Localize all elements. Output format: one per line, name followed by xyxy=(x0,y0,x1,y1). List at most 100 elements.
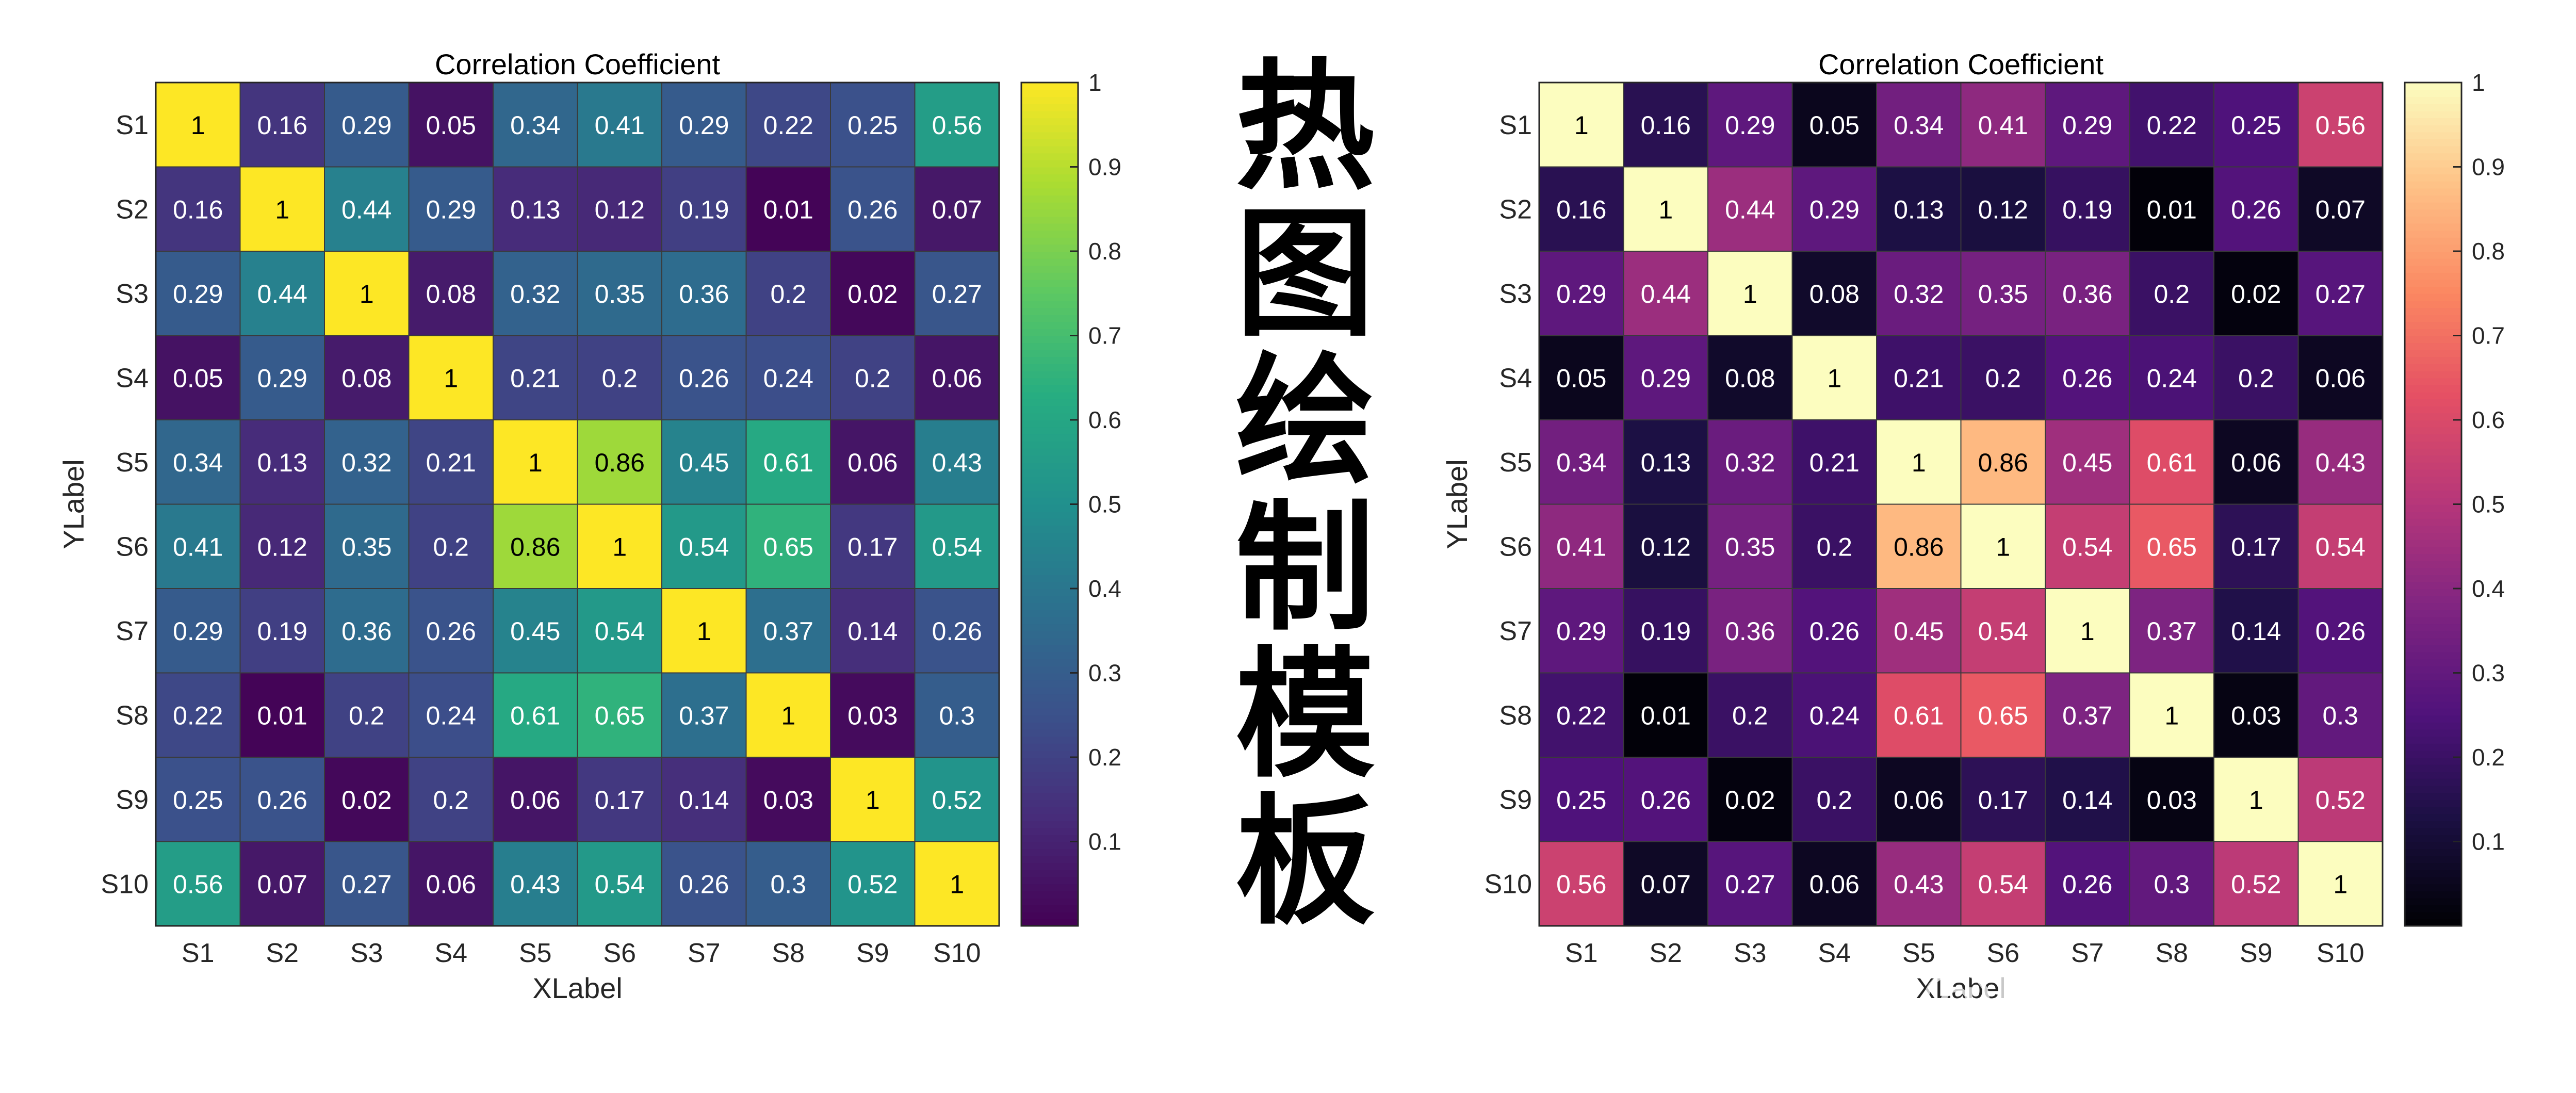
colorbar-segment xyxy=(1021,405,1078,414)
heatmap-cell-S8-S8 xyxy=(745,672,831,758)
colorbar-segment xyxy=(1021,420,1078,428)
cell-value-label: 0.21 xyxy=(1894,364,1944,393)
colorbar-segment xyxy=(1021,364,1078,371)
colorbar-segment xyxy=(2405,159,2461,168)
x-tick-label: S4 xyxy=(1818,938,1851,968)
cell-value-label: 0.26 xyxy=(679,364,729,393)
heatmap-cell-S8-S10 xyxy=(914,672,1000,758)
heatmap-cell-S7-S4 xyxy=(408,588,494,674)
colorbar-segment xyxy=(1021,139,1078,146)
colorbar-segment xyxy=(1021,455,1078,463)
colorbar-segment xyxy=(2405,384,2461,393)
heatmap-cell-S9-S9 xyxy=(830,757,916,842)
heatmap-cell-S6-S3 xyxy=(1707,503,1793,589)
heatmap-cell-S1-S3 xyxy=(1707,82,1793,168)
colorbar-segment xyxy=(2405,518,2461,526)
y-tick-label: S2 xyxy=(116,194,149,224)
decorative-title-character: 图 xyxy=(1235,191,1375,355)
colorbar-segment xyxy=(1021,356,1078,364)
colorbar-segment xyxy=(1021,764,1078,772)
heatmap-cell-S3-S2 xyxy=(239,251,325,336)
colorbar-segment xyxy=(1021,96,1078,104)
heatmap-cell-S7-S8 xyxy=(745,588,831,674)
colorbar-segment xyxy=(2405,574,2461,582)
colorbar-segment xyxy=(1021,630,1078,639)
heatmap-cell-S7-S9 xyxy=(2213,588,2299,674)
heatmap-cell-S4-S9 xyxy=(830,335,916,420)
colorbar-segment xyxy=(2405,820,2461,828)
y-tick-labels: S1 S2 S3 S4 S5 S6 S7 S8 S9 S10 xyxy=(1484,110,1532,900)
colorbar-segment xyxy=(1021,546,1078,554)
heatmap-cell-S8-S9 xyxy=(830,672,916,758)
colorbar-segment xyxy=(2405,680,2461,688)
cell-value-label: 0.29 xyxy=(426,195,476,224)
cell-value-label: 0.2 xyxy=(1816,786,1852,814)
colorbar-segment xyxy=(2405,356,2461,364)
colorbar-segment xyxy=(2405,188,2461,195)
heatmap-cell-S10-S8 xyxy=(745,841,831,926)
colorbar-segment xyxy=(2405,251,2461,259)
cell-value-label: 0.29 xyxy=(1641,364,1691,393)
colorbar-segment xyxy=(1021,553,1078,561)
heatmap-cell-S8-S4 xyxy=(1791,672,1877,758)
cell-value-label: 1 xyxy=(275,195,289,224)
colorbar-segment xyxy=(1021,701,1078,709)
heatmap-cell-S2-S6 xyxy=(1960,166,2046,252)
cell-value-label: 0.12 xyxy=(1978,195,2028,224)
colorbar-segment xyxy=(2405,314,2461,322)
heatmap-cell-S9-S10 xyxy=(2297,757,2383,842)
colorbar-segment xyxy=(2405,328,2461,336)
cell-value-label: 0.17 xyxy=(1978,786,2028,814)
colorbar-segment xyxy=(1021,286,1078,294)
colorbar-segment xyxy=(1021,462,1078,470)
heatmap-cell-S5-S7 xyxy=(661,419,747,505)
colorbar-segment xyxy=(2405,792,2461,800)
cell-value-label: 0.36 xyxy=(679,280,729,308)
colorbar-segment xyxy=(1021,370,1078,379)
colorbar-segment xyxy=(1021,722,1078,730)
x-tick-label: S5 xyxy=(519,938,552,968)
cell-value-label: 1 xyxy=(781,701,795,730)
colorbar-segment xyxy=(1021,118,1078,125)
cell-value-label: 0.03 xyxy=(2147,786,2197,814)
cell-value-label: 0.06 xyxy=(510,786,560,814)
y-tick-label: S7 xyxy=(1499,616,1532,646)
colorbar-segment xyxy=(1021,827,1078,835)
colorbar-segment xyxy=(1021,778,1078,786)
colorbar-segment xyxy=(2405,174,2461,182)
colorbar-segment xyxy=(2405,743,2461,751)
cell-value-label: 0.03 xyxy=(763,786,813,814)
colorbar-segment xyxy=(2405,145,2461,154)
cell-value-label: 0.52 xyxy=(2316,786,2366,814)
cell-value-label: 0.34 xyxy=(510,111,560,140)
heatmap-cell-S3-S3 xyxy=(324,251,410,336)
heatmap-cell-S3-S2 xyxy=(1623,251,1708,336)
heatmap-cell-S5-S10 xyxy=(914,419,1000,505)
cell-value-label: 0.3 xyxy=(2154,870,2190,899)
cell-value-label: 1 xyxy=(1743,280,1757,308)
colorbar-segment xyxy=(1021,132,1078,139)
cell-value-label: 0.06 xyxy=(1894,786,1944,814)
cell-value-label: 0.27 xyxy=(341,870,392,899)
cell-value-label: 0.19 xyxy=(1641,617,1691,646)
colorbar-tick-label: 0.3 xyxy=(1088,660,1121,687)
heatmap-cell-S2-S3 xyxy=(1707,166,1793,252)
heatmap-cell-S8-S5 xyxy=(1876,672,1962,758)
cell-value-label: 0.56 xyxy=(173,870,223,899)
cell-value-label: 0.03 xyxy=(2231,701,2281,730)
cell-value-label: 0.17 xyxy=(595,786,645,814)
colorbar-segment xyxy=(2405,279,2461,287)
cell-value-label: 0.56 xyxy=(932,111,982,140)
colorbar-segment xyxy=(1021,898,1078,906)
colorbar-segment xyxy=(1021,560,1078,568)
colorbar-segment xyxy=(1021,391,1078,400)
heatmap-cell-S8-S2 xyxy=(239,672,325,758)
cell-value-label: 0.12 xyxy=(595,195,645,224)
cell-value-label: 1 xyxy=(950,870,964,899)
cell-value-label: 0.01 xyxy=(763,195,813,224)
heatmap-cells xyxy=(155,82,1000,926)
heatmap-cell-S3-S7 xyxy=(2045,251,2130,336)
cell-value-label: 0.02 xyxy=(341,786,392,814)
cell-value-label: 0.21 xyxy=(1809,448,1860,477)
colorbar-segment xyxy=(1021,609,1078,617)
